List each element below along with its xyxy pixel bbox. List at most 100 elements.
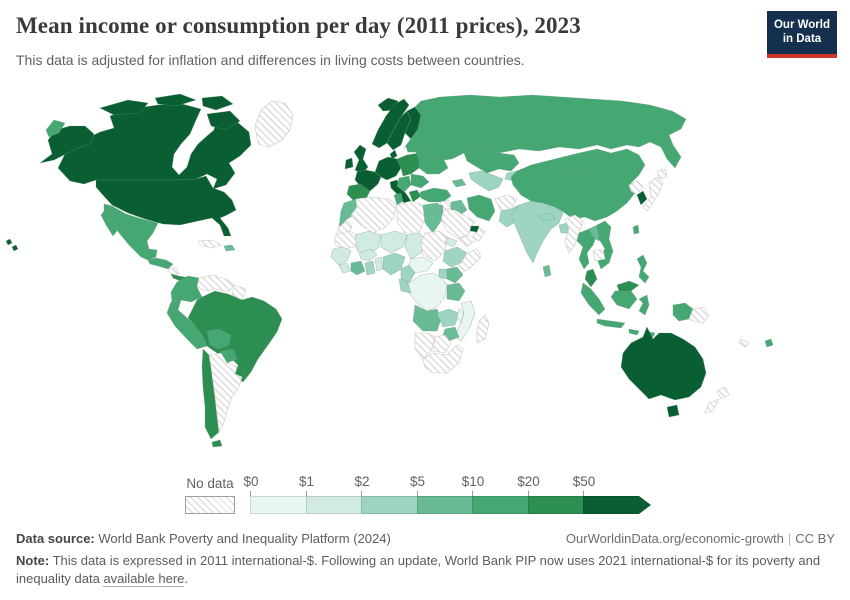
region-turkey[interactable]: [419, 187, 452, 203]
chart-footer: Data source: World Bank Poverty and Ineq…: [16, 531, 835, 587]
region-mauritania[interactable]: [334, 230, 360, 250]
region-algeria[interactable]: [350, 196, 397, 234]
region-angola[interactable]: [412, 304, 442, 332]
region-iran[interactable]: [466, 194, 496, 222]
footer-links: OurWorldinData.org/economic-growth | CC BY: [566, 531, 835, 546]
region-greenland[interactable]: [254, 100, 294, 148]
region-uganda[interactable]: [438, 268, 448, 280]
region-saudi-arabia[interactable]: [440, 209, 476, 240]
region-bolivia[interactable]: [206, 328, 232, 350]
region-mongolia[interactable]: [554, 154, 614, 174]
region-philippines[interactable]: [636, 254, 650, 284]
region-malaysia[interactable]: [584, 268, 640, 292]
region-taiwan[interactable]: [632, 224, 640, 235]
region-botswana[interactable]: [432, 334, 452, 354]
region-gabon-congo[interactable]: [398, 278, 412, 294]
region-north-korea[interactable]: [628, 180, 644, 196]
region-mexico[interactable]: [100, 203, 159, 261]
region-mozambique[interactable]: [454, 300, 476, 342]
region-libya[interactable]: [396, 200, 426, 234]
region-indonesia[interactable]: [580, 282, 694, 338]
legend-segment-2-5[interactable]: $2: [354, 474, 417, 514]
region-new-caledonia[interactable]: [738, 338, 750, 348]
legend-no-data[interactable]: No data: [185, 476, 235, 514]
region-cote-divoire[interactable]: [350, 260, 366, 276]
region-senegal-guinea[interactable]: [330, 246, 352, 266]
region-brazil[interactable]: [187, 290, 283, 383]
region-china[interactable]: [510, 148, 646, 222]
region-somalia[interactable]: [450, 248, 482, 274]
region-argentina[interactable]: [208, 352, 243, 433]
legend-color-bar: $0 $1 $2 $5 $10 $20 $50: [243, 474, 651, 514]
owid-url-link[interactable]: OurWorldinData.org/economic-growth: [565, 531, 784, 546]
region-tanzania[interactable]: [446, 282, 466, 302]
chart-subtitle: This data is adjusted for inflation and …: [16, 52, 525, 68]
region-uae[interactable]: [469, 225, 480, 233]
region-burkina[interactable]: [358, 248, 378, 262]
region-cameroon[interactable]: [400, 264, 416, 284]
region-afghanistan[interactable]: [494, 194, 518, 212]
legend-segment-5-10[interactable]: $5: [410, 474, 472, 514]
region-kazakhstan[interactable]: [463, 148, 520, 174]
region-myanmar[interactable]: [564, 214, 584, 254]
legend-segment-10-20[interactable]: $10: [462, 474, 528, 514]
legend-segment-0-1[interactable]: $0: [243, 474, 306, 514]
region-japan[interactable]: [642, 168, 668, 212]
legend-no-data-swatch[interactable]: [185, 496, 235, 514]
data-source-value: World Bank Poverty and Inequality Platfo…: [98, 531, 391, 546]
legend-segment-50plus[interactable]: $50: [573, 474, 639, 514]
region-cuba[interactable]: [197, 239, 222, 249]
region-ireland[interactable]: [344, 157, 354, 170]
region-tunisia[interactable]: [393, 192, 404, 206]
region-zambia[interactable]: [436, 308, 460, 328]
region-romania-bulgaria[interactable]: [410, 173, 430, 189]
region-ghana[interactable]: [364, 260, 376, 276]
region-sudan[interactable]: [420, 230, 448, 262]
legend-tick-label: $1: [298, 474, 315, 489]
region-vietnam[interactable]: [596, 220, 614, 270]
region-sierra-liberia[interactable]: [338, 262, 352, 274]
region-nepal[interactable]: [538, 212, 556, 222]
region-colombia[interactable]: [170, 275, 203, 303]
region-eritrea[interactable]: [444, 236, 458, 248]
region-madagascar[interactable]: [476, 314, 490, 344]
region-south-africa[interactable]: [422, 344, 464, 374]
region-guatemala-honduras[interactable]: [147, 257, 174, 270]
region-uzbek-turkmen[interactable]: [468, 170, 504, 192]
available-here-link[interactable]: available here: [103, 570, 185, 587]
region-india[interactable]: [510, 200, 564, 264]
region-mali[interactable]: [354, 230, 382, 256]
region-sri-lanka[interactable]: [542, 264, 552, 278]
region-cambodia[interactable]: [592, 248, 606, 262]
region-canada[interactable]: [57, 93, 252, 190]
region-venezuela[interactable]: [196, 274, 235, 293]
owid-logo-line1: Our World: [773, 19, 830, 31]
region-south-korea[interactable]: [636, 190, 648, 206]
region-caucasus[interactable]: [451, 178, 467, 188]
region-uk[interactable]: [353, 144, 369, 175]
region-namibia[interactable]: [414, 332, 436, 360]
region-new-zealand[interactable]: [704, 386, 730, 414]
region-russia[interactable]: [45, 94, 687, 169]
legend-segment-20-50[interactable]: $20: [517, 474, 583, 514]
region-drc[interactable]: [408, 272, 448, 312]
region-australia[interactable]: [620, 326, 707, 418]
world-map-canvas: [5, 93, 774, 448]
region-chad[interactable]: [404, 232, 426, 260]
region-denmark[interactable]: [389, 149, 398, 160]
region-norway[interactable]: [371, 98, 410, 149]
region-fiji[interactable]: [764, 338, 774, 348]
region-png[interactable]: [688, 306, 710, 324]
region-togo-benin[interactable]: [374, 256, 384, 272]
license-link[interactable]: CC BY: [795, 531, 835, 546]
region-hispaniola[interactable]: [223, 244, 236, 252]
region-egypt[interactable]: [422, 202, 444, 234]
region-car[interactable]: [408, 256, 434, 274]
map-legend: No data $0 $1 $2 $5 $10 $20 $50: [185, 474, 651, 514]
owid-logo[interactable]: Our World in Data: [767, 11, 837, 58]
region-balkans[interactable]: [396, 175, 412, 193]
legend-segment-1-2[interactable]: $1: [299, 474, 361, 514]
region-nicaragua[interactable]: [167, 266, 180, 275]
region-niger[interactable]: [380, 230, 408, 254]
